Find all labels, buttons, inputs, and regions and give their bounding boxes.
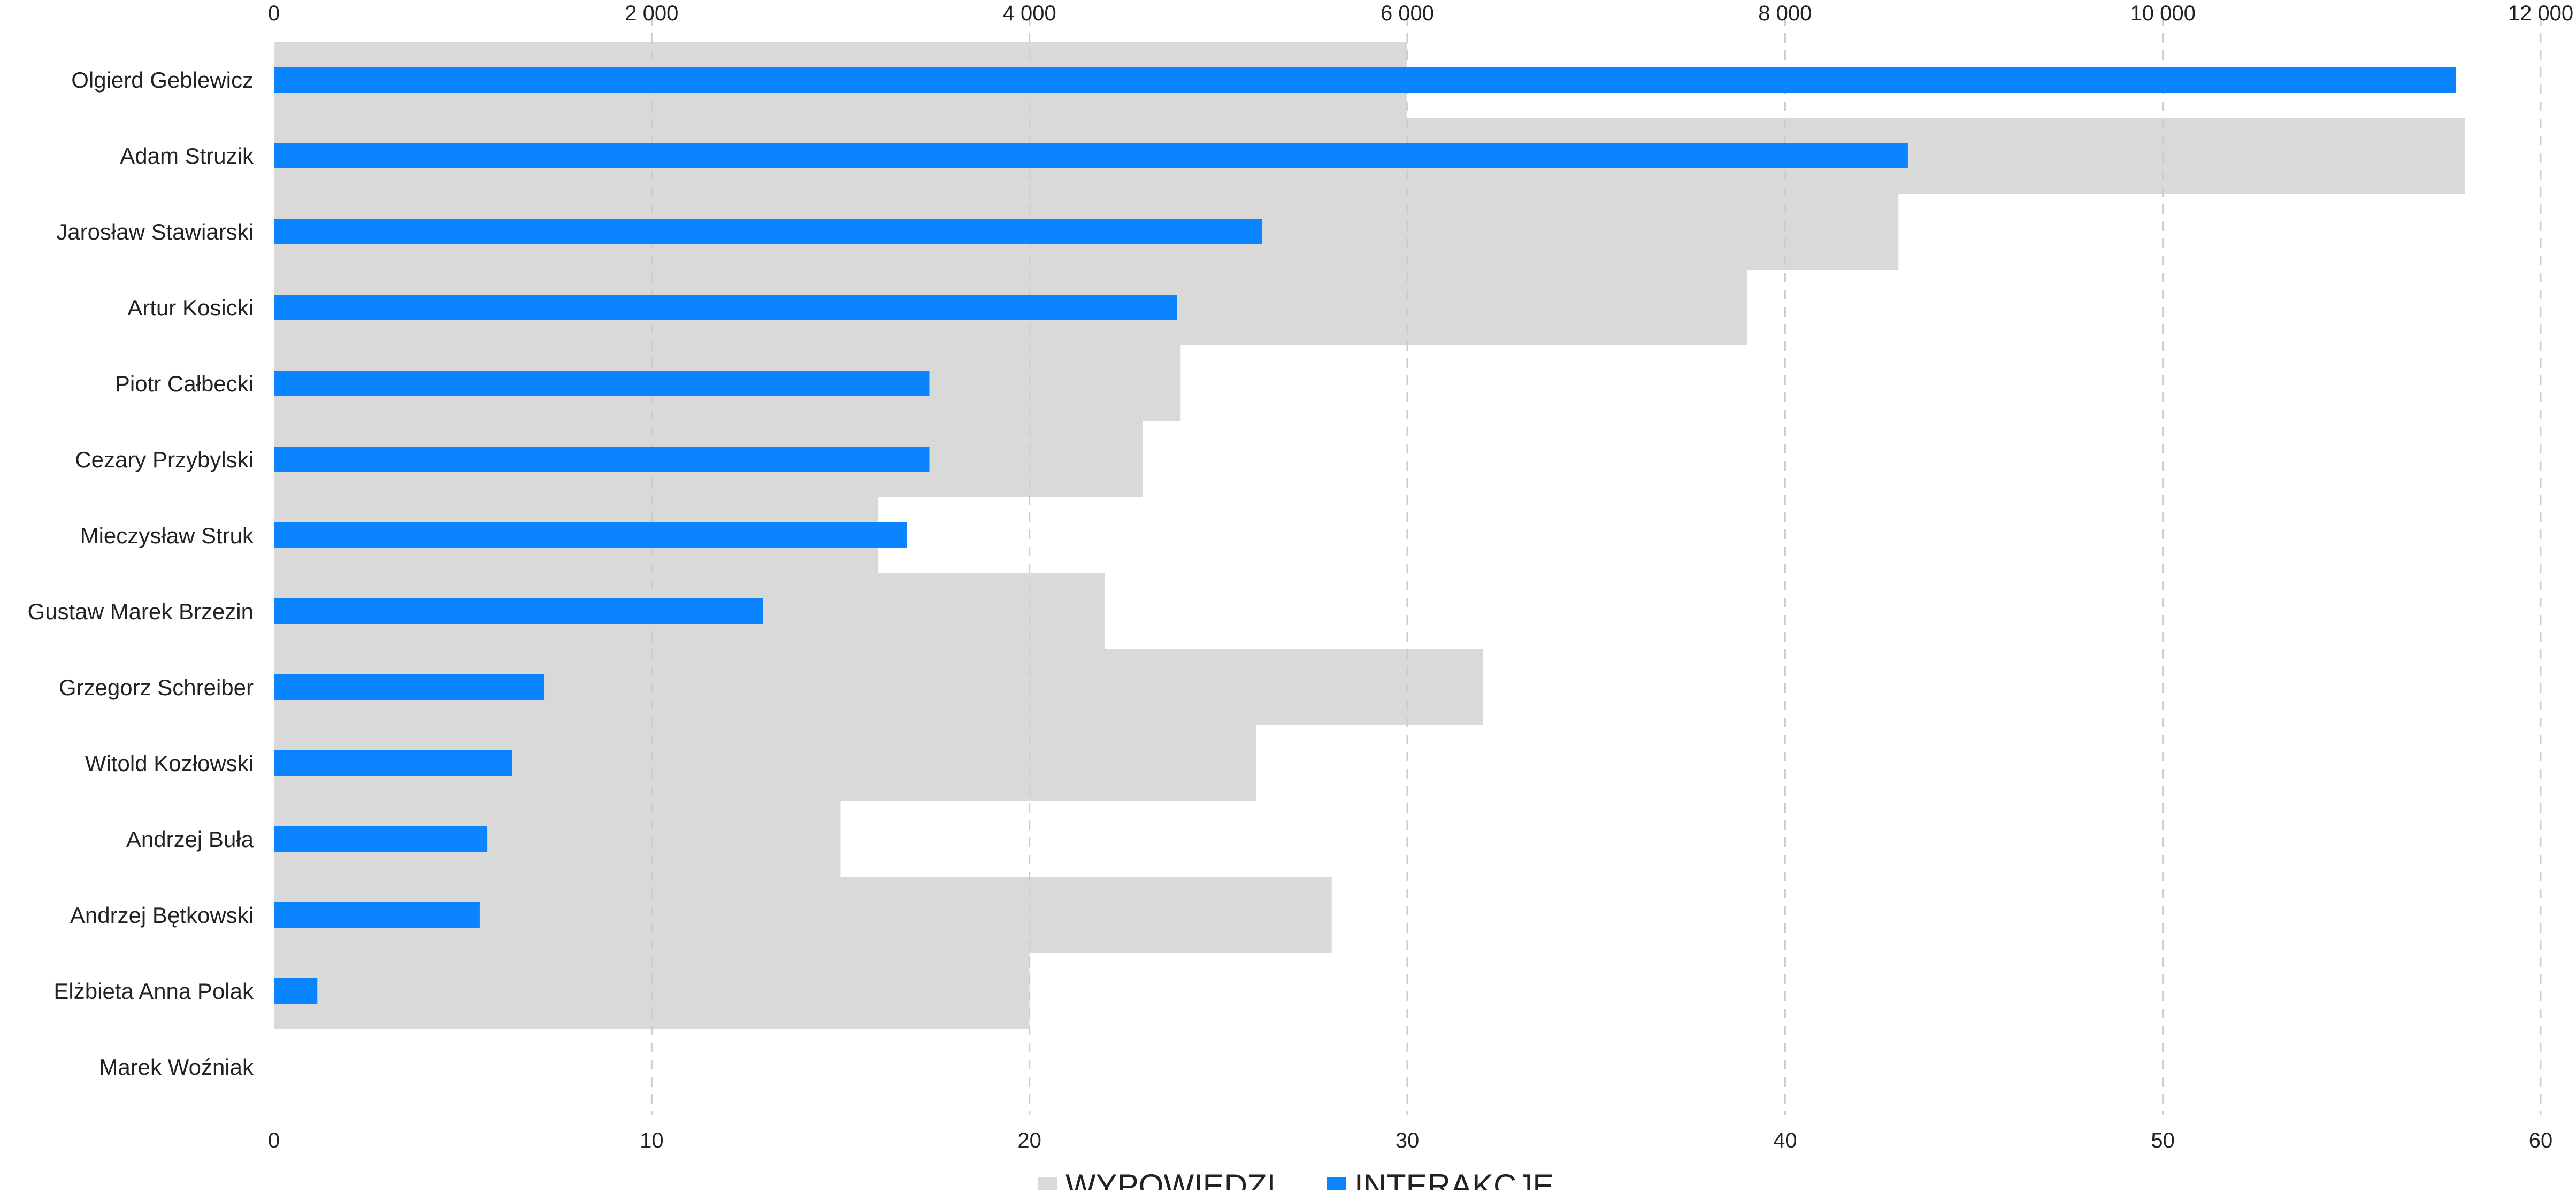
category-label: Artur Kosicki <box>127 295 254 320</box>
bottom-axis-ticks: 0 10 20 30 40 50 60 <box>268 1129 2552 1152</box>
bottom-tick-label: 50 <box>2151 1129 2175 1152</box>
bottom-tick-label: 20 <box>1017 1129 1041 1152</box>
interakcje-bar <box>274 67 2456 93</box>
category-label: Andrzej Buła <box>126 827 254 852</box>
top-tick-label: 6 000 <box>1381 2 1434 25</box>
bottom-tick-label: 60 <box>2529 1129 2553 1152</box>
category-label: Mieczysław Struk <box>80 523 254 548</box>
top-tick-label: 8 000 <box>1758 2 1812 25</box>
bottom-tick-label: 30 <box>1396 1129 1420 1152</box>
interakcje-bar <box>274 750 512 776</box>
top-tick-label: 4 000 <box>1003 2 1056 25</box>
category-label: Witold Kozłowski <box>85 751 254 776</box>
interakcje-bar <box>274 143 1908 168</box>
bottom-tick-label: 10 <box>640 1129 664 1152</box>
category-label: Elżbieta Anna Polak <box>53 979 254 1004</box>
top-tick-label: 10 000 <box>2130 2 2195 25</box>
bottom-tick-label: 40 <box>1773 1129 1797 1152</box>
interakcje-bar <box>274 902 480 928</box>
interakcje-series <box>274 67 2456 1004</box>
category-label: Jarosław Stawiarski <box>56 219 254 244</box>
top-tick-label: 2 000 <box>625 2 678 25</box>
interakcje-bar <box>274 826 488 852</box>
top-tick-label: 0 <box>268 2 280 25</box>
interakcje-bar <box>274 522 907 548</box>
category-labels: Olgierd Geblewicz Adam Struzik Jarosław St… <box>28 67 254 1080</box>
category-label: Cezary Przybylski <box>75 447 254 472</box>
interakcje-bar <box>274 295 1177 320</box>
top-tick-label: 12 000 <box>2508 2 2573 25</box>
legend: WYPOWIEDZI INTERAKCJE <box>1038 1168 1554 1193</box>
legend-swatch <box>1038 1177 1057 1193</box>
category-label: Piotr Całbecki <box>115 371 254 396</box>
interakcje-bar <box>274 674 545 700</box>
interakcje-bar <box>274 978 318 1004</box>
category-label: Olgierd Geblewicz <box>71 67 254 93</box>
interakcje-bar <box>274 598 763 624</box>
category-label: Grzegorz Schreiber <box>59 675 254 700</box>
category-label: Marek Woźniak <box>99 1055 254 1080</box>
legend-label: INTERAKCJE <box>1354 1168 1554 1190</box>
bottom-tick-label: 0 <box>268 1129 280 1152</box>
legend-swatch <box>1327 1177 1346 1193</box>
interakcje-bar <box>274 447 930 472</box>
category-label: Gustaw Marek Brzezin <box>28 599 254 624</box>
top-axis-ticks: 0 2 000 4 000 6 000 8 000 10 000 12 000 <box>268 2 2573 25</box>
legend-label: WYPOWIEDZI <box>1065 1168 1276 1190</box>
category-label: Andrzej Bętkowski <box>70 903 254 928</box>
interakcje-bar <box>274 371 930 396</box>
interakcje-bar <box>274 219 1262 244</box>
gridlines <box>650 16 2542 1115</box>
category-label: Adam Struzik <box>120 143 254 168</box>
